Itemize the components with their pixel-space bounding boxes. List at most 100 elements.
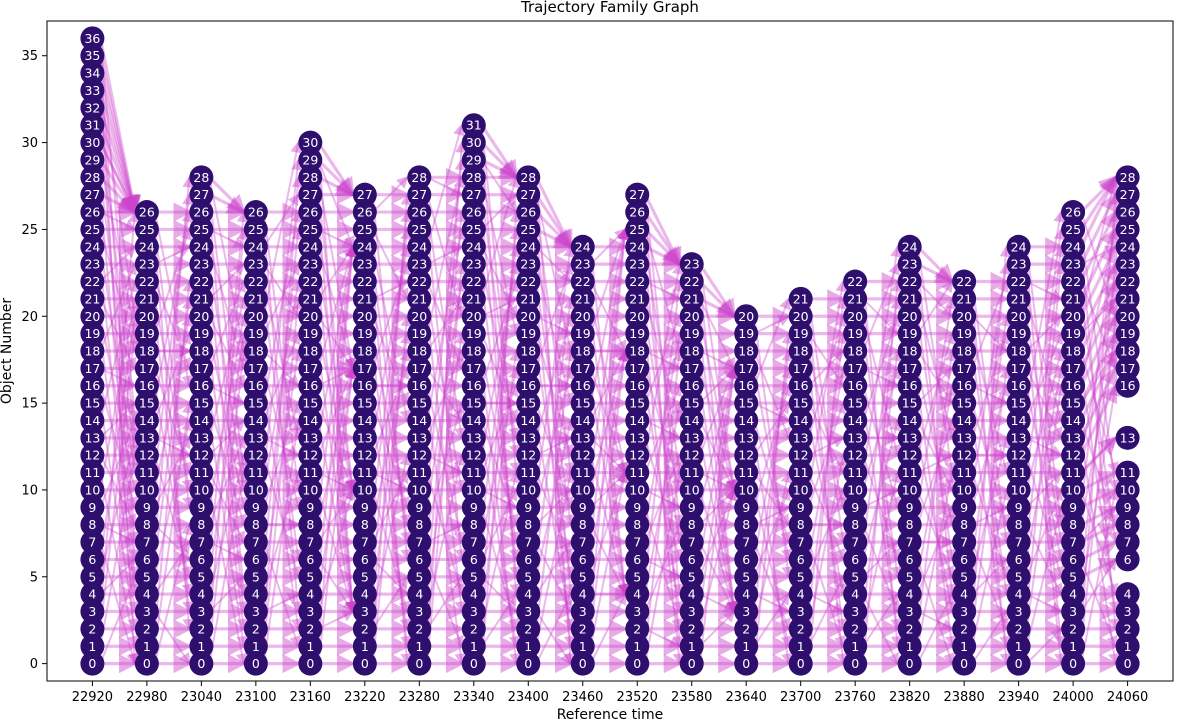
node-circle [243, 356, 268, 381]
trajectory-edge [426, 367, 463, 423]
trajectory-edge [263, 263, 300, 318]
node-circle [298, 547, 323, 572]
object-node: 23 [134, 252, 159, 277]
node-circle [134, 477, 159, 502]
node-label: 0 [524, 656, 532, 671]
trajectory-edge [644, 558, 682, 578]
node-label: 8 [88, 517, 96, 532]
node-label: 2 [906, 621, 914, 636]
object-node: 1 [243, 634, 268, 659]
trajectory-edge [1079, 278, 1118, 352]
trajectory-edge [916, 280, 954, 318]
node-label: 9 [524, 500, 532, 515]
trajectory-edge [262, 298, 303, 562]
node-label: 27 [1120, 187, 1136, 202]
object-node: 23 [679, 252, 704, 277]
trajectory-edge [480, 437, 521, 649]
node-label: 28 [411, 170, 427, 185]
node-label: 17 [357, 361, 373, 376]
node-label: 31 [84, 118, 100, 133]
object-node: 2 [80, 616, 105, 641]
y-axis-label: Object Number [0, 298, 15, 405]
node-circle [243, 217, 268, 242]
node-label: 4 [361, 587, 369, 602]
object-node: 8 [134, 512, 159, 537]
node-label: 6 [579, 552, 587, 567]
node-circle [298, 182, 323, 207]
node-circle [243, 200, 268, 225]
node-label: 25 [1065, 222, 1081, 237]
node-circle [134, 200, 159, 225]
node-label: 18 [357, 344, 373, 359]
object-node: 17 [189, 356, 214, 381]
node-circle [352, 339, 377, 363]
object-node: 21 [352, 286, 377, 311]
node-label: 25 [84, 222, 100, 237]
node-circle [80, 616, 105, 641]
trajectory-edge [1025, 367, 1063, 440]
node-label: 22 [193, 274, 209, 289]
object-node: 18 [298, 339, 323, 363]
trajectory-edge [480, 124, 519, 180]
x-axis: 22920 22980 23040 23100 23160 23220 23280 23340… [72, 681, 1148, 705]
node-label: 20 [684, 309, 700, 324]
node-label: 21 [466, 291, 482, 306]
node-label: 12 [466, 448, 482, 463]
node-circle [80, 634, 105, 659]
node-label: 0 [633, 656, 641, 671]
trajectory-edge [535, 541, 572, 614]
node-label: 11 [1011, 465, 1027, 480]
node-label: 16 [847, 378, 863, 393]
node-label: 4 [143, 587, 151, 602]
node-label: 21 [302, 291, 318, 306]
node-label: 8 [306, 517, 314, 532]
node-label: 25 [520, 222, 536, 237]
node-label: 6 [688, 552, 696, 567]
node-circle [298, 356, 323, 381]
node-circle [189, 321, 214, 346]
node-label: 11 [793, 465, 809, 480]
trajectory-edge [698, 298, 736, 371]
object-node: 13 [1115, 425, 1140, 450]
node-label: 24 [902, 239, 918, 254]
node-label: 0 [851, 656, 859, 671]
node-label: 21 [575, 291, 591, 306]
node-label: 12 [956, 448, 972, 463]
node-label: 3 [1015, 604, 1023, 619]
object-node: 20 [734, 304, 759, 329]
object-node: 23 [298, 252, 323, 277]
node-circle [352, 408, 377, 433]
node-label: 25 [139, 222, 155, 237]
object-node: 3 [298, 599, 323, 624]
trajectory-edge [1080, 297, 1118, 335]
node-label: 2 [524, 621, 532, 636]
x-tick-label: 23820 [889, 690, 930, 705]
node-label: 18 [1120, 344, 1136, 359]
node-label: 9 [960, 500, 968, 515]
x-tick-label: 23340 [453, 690, 494, 705]
object-node: 16 [352, 373, 377, 398]
node-label: 17 [902, 361, 918, 376]
node-circle [352, 564, 377, 589]
node-label: 10 [738, 482, 754, 497]
object-node: 6 [243, 547, 268, 572]
trajectory-edge [99, 472, 139, 649]
node-circle [243, 616, 268, 641]
node-circle [407, 512, 432, 537]
object-node: 14 [243, 408, 268, 433]
node-label: 13 [847, 430, 863, 445]
trajectory-edge [753, 472, 790, 527]
node-label: 12 [684, 448, 700, 463]
node-label: 25 [629, 222, 645, 237]
node-circle [80, 182, 105, 207]
node-label: 13 [1120, 430, 1136, 445]
trajectory-edge [99, 177, 140, 458]
node-circle [134, 530, 159, 555]
object-node: 5 [352, 564, 377, 589]
node-label: 12 [1011, 448, 1027, 463]
node-label: 7 [88, 535, 96, 550]
node-circle [243, 391, 268, 416]
node-label: 29 [84, 152, 100, 167]
node-label: 0 [1015, 656, 1023, 671]
trajectory-edge [589, 368, 628, 475]
